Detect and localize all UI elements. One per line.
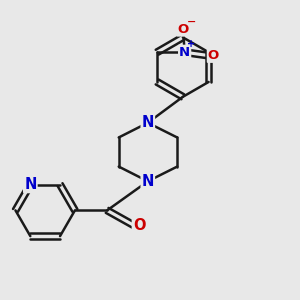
Text: +: + xyxy=(187,39,195,49)
Text: N: N xyxy=(24,177,37,192)
Text: N: N xyxy=(142,115,154,130)
Text: O: O xyxy=(208,49,219,62)
Text: −: − xyxy=(187,16,196,27)
Text: O: O xyxy=(178,22,189,36)
Text: O: O xyxy=(133,218,145,232)
Text: N: N xyxy=(179,46,190,59)
Text: N: N xyxy=(142,174,154,189)
